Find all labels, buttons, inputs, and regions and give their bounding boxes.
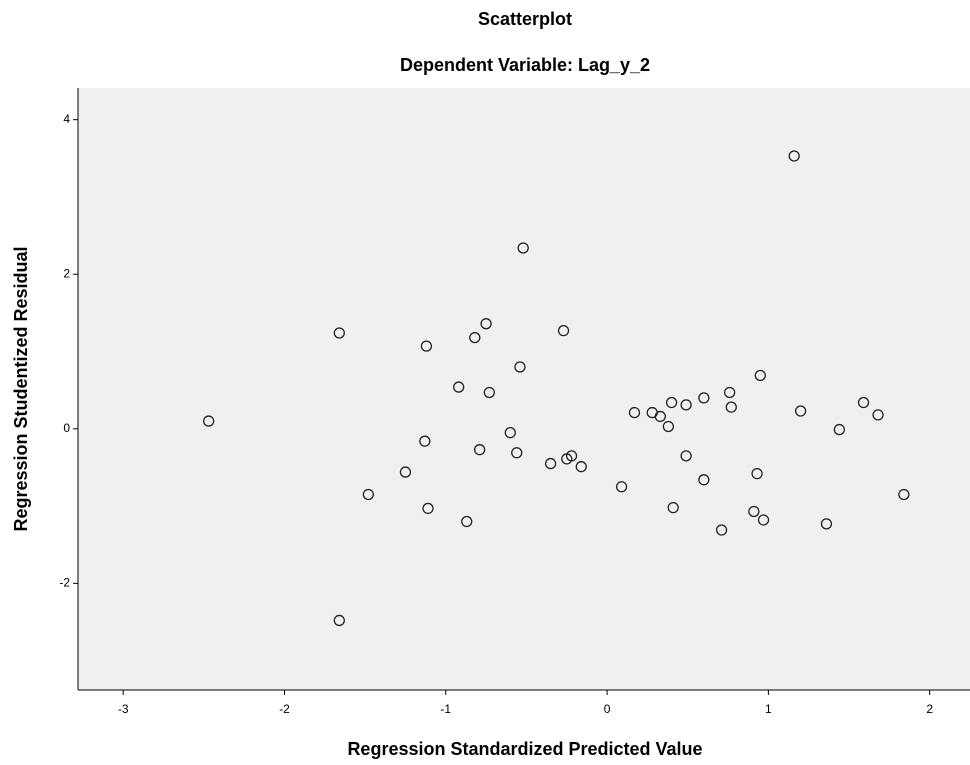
point bbox=[654, 410, 666, 423]
point bbox=[820, 518, 833, 530]
point bbox=[662, 420, 675, 433]
point bbox=[333, 327, 345, 339]
point bbox=[203, 415, 215, 427]
y-tick-label: 2 bbox=[63, 266, 70, 280]
point bbox=[575, 461, 587, 473]
x-tick-label: -3 bbox=[118, 702, 129, 716]
x-tick-label: -1 bbox=[440, 702, 451, 716]
x-axis-label: Regression Standardized Predicted Value bbox=[347, 739, 702, 759]
point bbox=[511, 447, 523, 459]
point bbox=[794, 405, 807, 417]
point bbox=[698, 392, 710, 404]
plot-area bbox=[78, 88, 970, 690]
point bbox=[557, 325, 570, 337]
point bbox=[565, 450, 578, 462]
point bbox=[461, 515, 473, 528]
y-tick-label: 0 bbox=[63, 421, 70, 435]
point bbox=[469, 331, 481, 344]
x-tick-label: 0 bbox=[604, 702, 611, 716]
point bbox=[517, 242, 529, 254]
point bbox=[399, 466, 412, 478]
point bbox=[725, 401, 737, 413]
y-tick-label: 4 bbox=[63, 112, 70, 126]
point bbox=[483, 386, 495, 399]
point bbox=[872, 409, 884, 421]
point bbox=[698, 474, 710, 486]
point bbox=[898, 488, 910, 501]
point bbox=[715, 524, 728, 536]
point bbox=[504, 427, 516, 439]
point bbox=[680, 450, 692, 462]
point bbox=[453, 381, 465, 393]
point bbox=[362, 488, 374, 501]
point bbox=[680, 399, 692, 411]
point bbox=[757, 514, 770, 526]
point bbox=[420, 340, 433, 352]
x-tick-label: 2 bbox=[926, 702, 933, 716]
point bbox=[788, 150, 800, 162]
point bbox=[419, 435, 431, 447]
point bbox=[754, 369, 766, 382]
point bbox=[748, 505, 760, 518]
point bbox=[544, 457, 557, 470]
point bbox=[333, 614, 345, 627]
point bbox=[724, 386, 736, 399]
point bbox=[833, 423, 845, 436]
point bbox=[628, 406, 641, 419]
y-axis-label: Regression Studentized Residual bbox=[11, 246, 31, 531]
point bbox=[615, 481, 628, 493]
x-tick-label: 1 bbox=[765, 702, 772, 716]
chart-title: Scatterplot bbox=[478, 9, 572, 29]
point bbox=[473, 444, 486, 456]
point bbox=[480, 318, 492, 330]
point bbox=[857, 396, 870, 409]
point bbox=[751, 467, 763, 480]
x-tick-label: -2 bbox=[279, 702, 290, 716]
point bbox=[422, 502, 434, 515]
point bbox=[665, 396, 678, 409]
point bbox=[514, 361, 526, 373]
point bbox=[667, 501, 679, 514]
chart-subtitle: Dependent Variable: Lag_y_2 bbox=[400, 55, 650, 75]
y-tick-label: -2 bbox=[59, 576, 70, 590]
